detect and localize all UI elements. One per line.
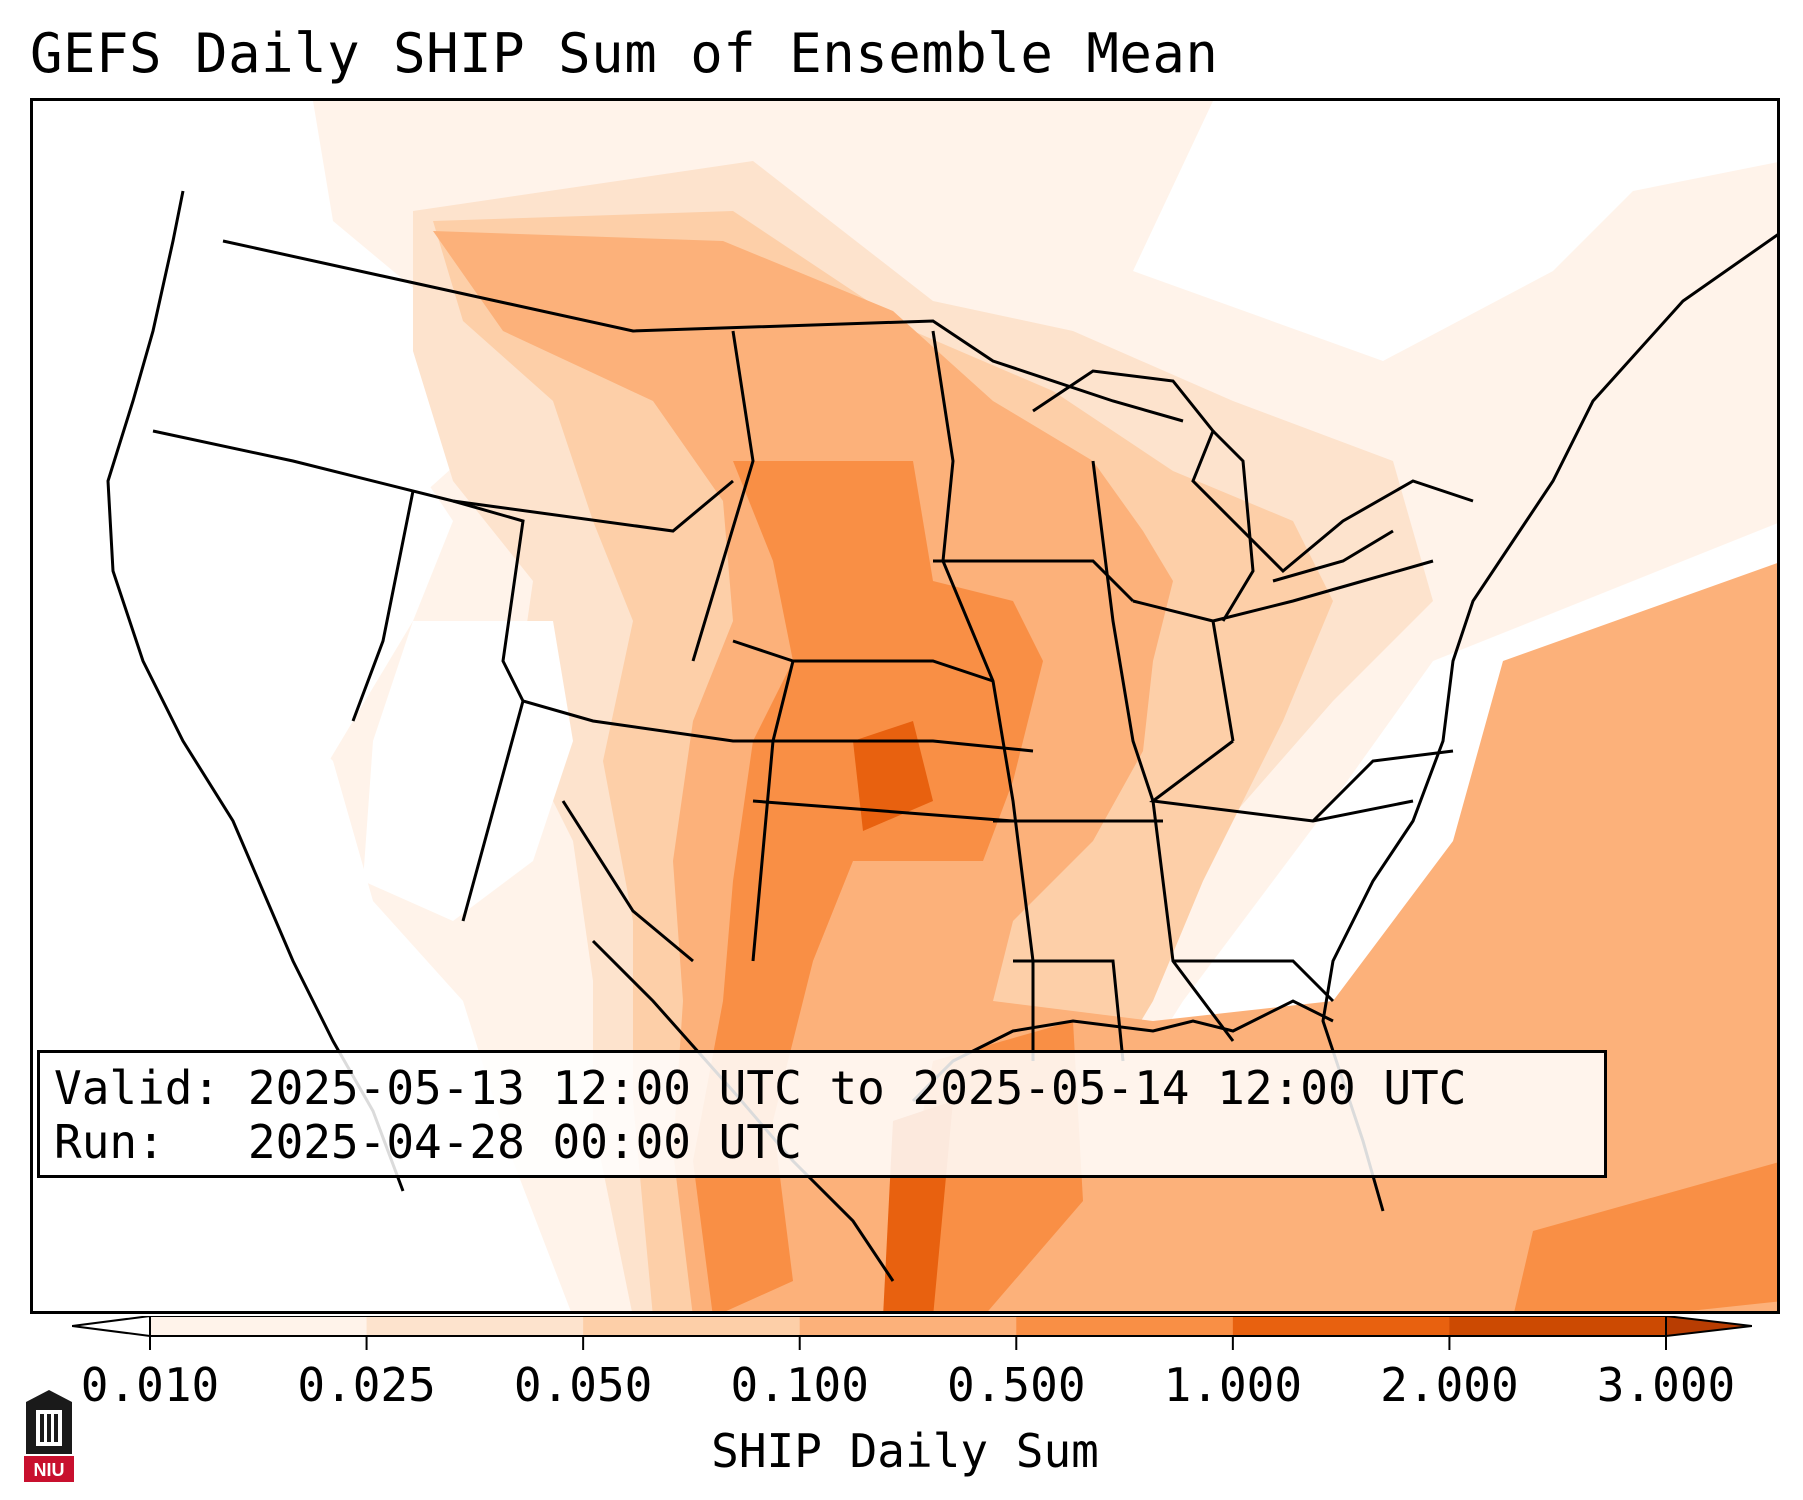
page-title: GEFS Daily SHIP Sum of Ensemble Mean [30,22,1219,85]
validity-info-box: Valid: 2025-05-13 12:00 UTC to 2025-05-1… [37,1050,1607,1178]
boundary-lines [106,190,1777,1282]
colorbar-max-extend [1665,1316,1752,1338]
run-label: Run: [54,1115,165,1169]
colorbar-tick-label: 3.000 [1596,1358,1736,1412]
colorbar-tick-label: 0.025 [297,1358,436,1412]
colorbar [72,1316,1752,1350]
colorbar-segment [1232,1316,1450,1336]
colorbar-segment [1016,1316,1234,1336]
valid-range: 2025-05-13 12:00 UTC to 2025-05-14 12:00… [247,1061,1467,1115]
colorbar-segment [583,1316,801,1336]
colorbar-tick-label: 0.100 [730,1358,869,1412]
colorbar-segment [799,1316,1017,1336]
colorbar-tick-label: 2.000 [1380,1358,1519,1412]
colorbar-label: SHIP Daily Sum [711,1424,1099,1478]
logo-text: NIU [34,1460,65,1480]
colorbar-tick-label: 0.050 [513,1358,653,1412]
run-time: 2025-04-28 00:00 UTC [247,1115,802,1169]
colorbar-segment [150,1316,368,1336]
colorbar-segment [1449,1316,1667,1336]
colorbar-segment [366,1316,584,1336]
colorbar-tick-label: 1.000 [1163,1358,1303,1412]
colorbar-tick-label: 0.010 [80,1358,220,1412]
valid-label: Valid: [54,1061,221,1115]
colorbar-tick-label: 0.500 [947,1358,1086,1412]
university-tower-icon: NIU [24,1390,74,1482]
colorbar-min-extend [72,1316,151,1338]
